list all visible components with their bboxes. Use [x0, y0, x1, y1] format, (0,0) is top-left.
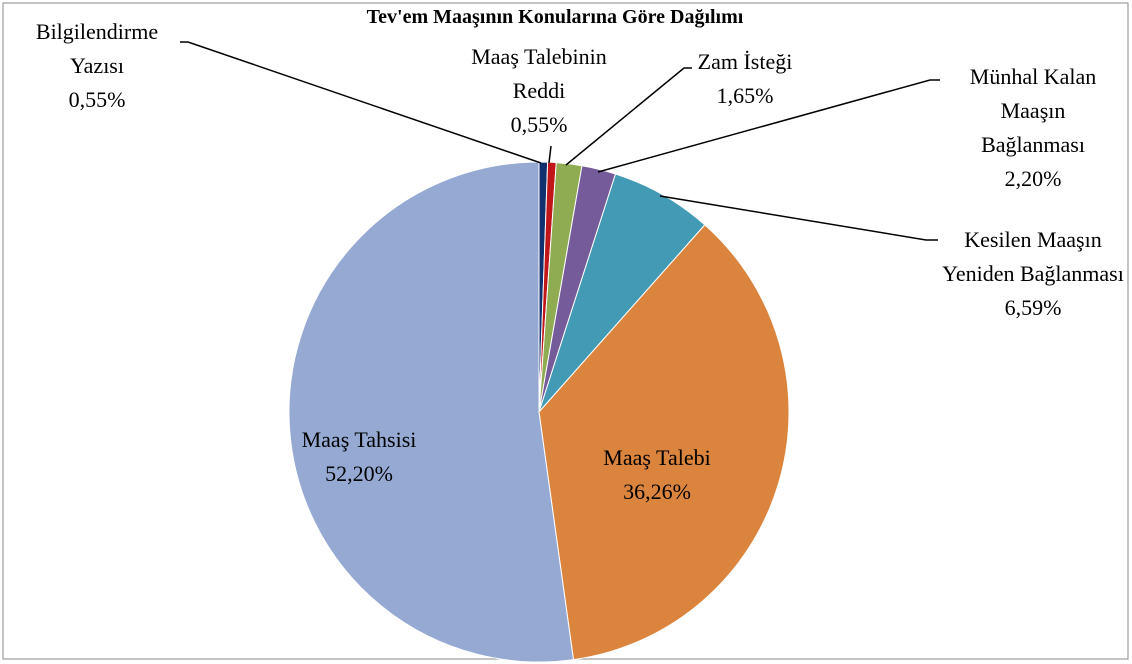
value-label: 0,55% [68, 87, 126, 112]
slice-label: Kesilen Maaşın Yeniden Bağlanması 6,59% [938, 223, 1128, 325]
leader-lines [180, 41, 940, 241]
value-label: 0,55% [510, 112, 568, 137]
category-label: Zam İsteği [697, 49, 793, 74]
value-label: 36,26% [623, 479, 691, 504]
value-label: 2,20% [1004, 166, 1062, 191]
category-label: Münhal Kalan Maaşın Bağlanması [969, 64, 1097, 157]
slice-label: Maaş Talebi 36,26% [557, 441, 757, 509]
category-label: Maaş Talebinin Reddi [471, 44, 607, 103]
category-label: Maaş Talebi [603, 445, 711, 470]
slice-label: Maaş Tahsisi 52,20% [259, 423, 459, 491]
slice-label: Bilgilendirme Yazısı 0,55% [7, 15, 187, 117]
slice-label: Münhal Kalan Maaşın Bağlanması 2,20% [953, 60, 1113, 196]
pie-slice [538, 224, 790, 661]
leader-line [597, 79, 940, 173]
category-label: Bilgilendirme Yazısı [35, 19, 159, 78]
category-label: Kesilen Maaşın Yeniden Bağlanması [942, 227, 1124, 286]
value-label: 1,65% [716, 83, 774, 108]
value-label: 6,59% [1004, 295, 1062, 320]
leader-line [659, 195, 938, 241]
leader-line [180, 41, 542, 164]
slice-label: Maaş Talebinin Reddi 0,55% [454, 40, 624, 142]
leader-line [565, 67, 692, 166]
value-label: 52,20% [325, 461, 393, 486]
chart-title: Tev'em Maaşının Konularına Göre Dağılımı [366, 6, 744, 28]
pie-slice [288, 161, 575, 663]
category-label: Maaş Tahsisi [301, 427, 417, 452]
leader-line [548, 145, 552, 164]
slice-label: Zam İsteği 1,65% [670, 45, 820, 113]
